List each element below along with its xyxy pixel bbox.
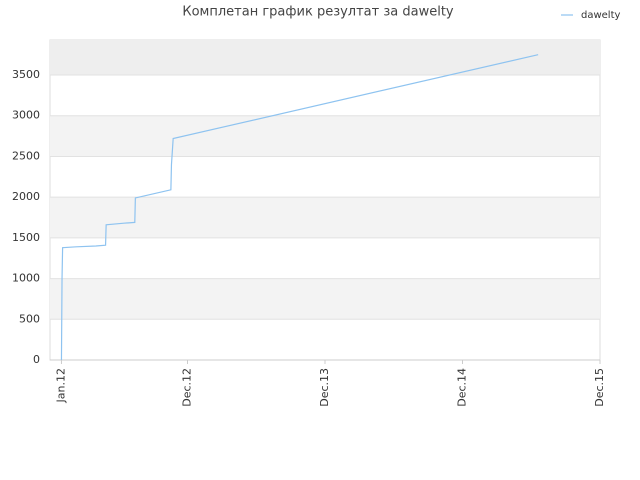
y-tick-label: 1500 [12,231,40,244]
x-tick-label: Dec.15 [593,368,606,407]
y-tick-label: 2500 [12,149,40,162]
grid-band [50,115,600,157]
y-tick-label: 3000 [12,109,40,122]
x-tick-label: Dec.12 [181,368,194,407]
legend-label: dawelty [581,10,621,21]
grid-band [50,40,600,76]
grid-band [50,197,600,238]
y-tick-label: 0 [33,353,40,366]
x-tick-label: Dec.13 [318,368,331,407]
x-tick-label: Dec.14 [456,368,469,407]
y-tick-label: 1000 [12,272,40,285]
grid-band [50,278,600,320]
x-tick-label: Jan.12 [54,368,67,403]
data-line [60,54,539,361]
y-tick-label: 3500 [12,68,40,81]
y-tick-label: 500 [19,312,40,325]
y-tick-label: 2000 [12,190,40,203]
chart-title: Комплетан график резултат за dawelty [182,5,454,20]
